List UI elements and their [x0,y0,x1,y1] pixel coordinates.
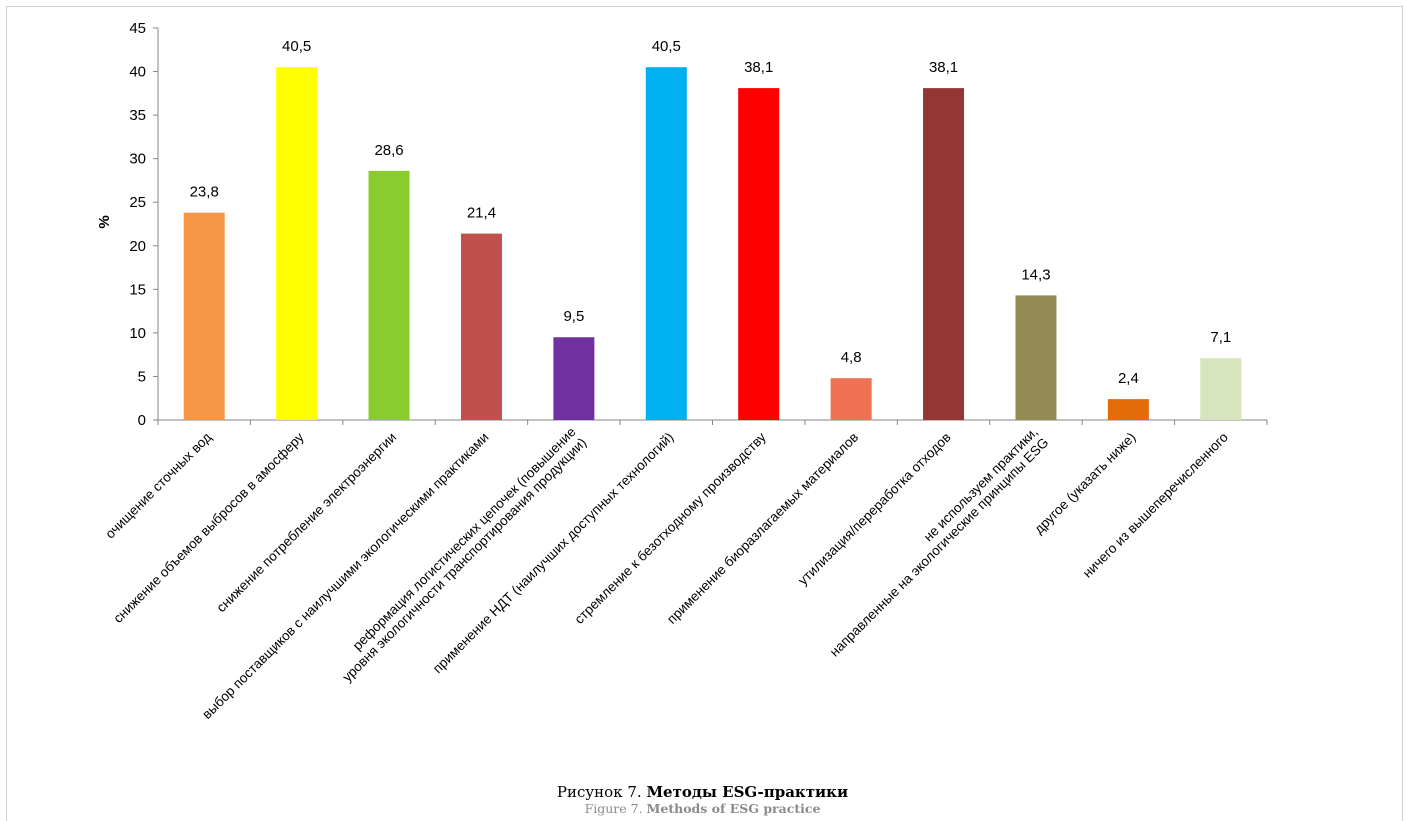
data-label: 40,5 [282,38,311,55]
bar [183,212,225,420]
category-label: стремление к безотходному производству [572,429,770,627]
figure-caption-en: Figure 7. Methods of ESG practice [0,801,1405,817]
y-tick-label: 30 [129,151,146,168]
data-label: 14,3 [1021,266,1050,283]
bar [645,67,687,420]
y-tick-label: 20 [129,238,146,255]
category-label: снижение потребление электроэнергии [214,430,400,616]
category-label-line: снижение объемов выбросов в амосферу [110,429,306,625]
chart-axes: 0 5 10 15 20 25 30 35 40 45% [96,20,1268,429]
category-label-line: применение биоразлагаемых материалов [664,430,861,627]
caption-en-prefix: Figure 7. [584,801,647,816]
data-label: 38,1 [744,59,773,76]
data-label: 40,5 [652,38,681,55]
caption-en-title: Methods of ESG practice [646,801,821,816]
bar [276,67,318,420]
category-label-line: снижение потребление электроэнергии [214,430,400,616]
y-tick-label: 10 [129,325,146,342]
category-label: очищение сточных вод [102,429,214,541]
data-label: 2,4 [1118,370,1139,387]
y-tick-label: 5 [138,368,146,385]
y-tick-label: 40 [129,64,146,81]
data-label: 4,8 [841,349,862,366]
data-label: 38,1 [929,59,958,76]
bar [1200,358,1242,420]
category-label-line: очищение сточных вод [102,429,214,541]
y-tick-label: 0 [138,412,146,429]
category-label-line: ничего из вышеперечисленного [1080,430,1231,581]
bar [923,88,965,421]
y-tick-label: 35 [129,107,146,124]
y-axis-title: % [96,215,113,228]
category-label: снижение объемов выбросов в амосферу [110,429,306,625]
bar [738,88,780,421]
caption-title: Методы ESG-практики [646,783,849,801]
y-tick-label: 45 [129,20,146,37]
bars-group [183,67,1242,421]
caption-prefix: Рисунок 7. [556,783,647,801]
data-label: 9,5 [563,308,584,325]
bar [1107,399,1149,420]
bar [1015,295,1057,420]
chart-frame [6,6,1403,821]
category-label: ничего из вышеперечисленного [1080,430,1231,581]
data-label: 23,8 [190,184,219,201]
category-label-line: стремление к безотходному производству [572,429,770,627]
y-tick-label: 25 [129,194,146,211]
bar [368,170,410,420]
bar-chart: 0 5 10 15 20 25 30 35 40 45% 23,8 очищение сточных… [96,20,1268,722]
bar [460,233,502,420]
bar [553,337,595,420]
bar [830,378,872,420]
figure-caption: Рисунок 7. Методы ESG-практики [0,783,1405,801]
data-label: 28,6 [374,142,403,159]
category-label: применение биоразлагаемых материалов [664,430,861,627]
y-tick-label: 15 [129,281,146,298]
data-label: 21,4 [467,205,496,222]
data-label: 7,1 [1210,329,1231,346]
category-label-line: направленные на экологические принципы E… [827,435,1052,660]
